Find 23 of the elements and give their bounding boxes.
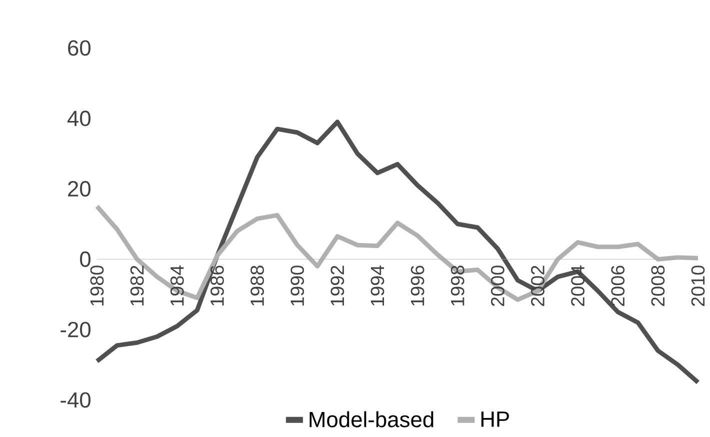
y-tick-label: 60 <box>68 40 90 56</box>
x-tick-label: 2006 <box>611 266 625 306</box>
legend-label: Model-based <box>310 411 434 428</box>
x-tick-label: 1988 <box>250 266 264 306</box>
legend-label: HP <box>481 412 509 427</box>
x-tick-label: 1986 <box>210 266 224 306</box>
y-tick-label: -40 <box>60 392 90 408</box>
x-tick-label: 1982 <box>130 266 144 306</box>
y-tick-label: 0 <box>80 251 90 267</box>
x-tick-label: 2002 <box>531 266 544 306</box>
y-tick-label: 40 <box>67 110 90 126</box>
x-tick-label: 1992 <box>330 266 344 306</box>
x-tick-label: 1984 <box>170 265 184 306</box>
x-tick-label: 1990 <box>290 266 304 306</box>
x-tick-label: 1996 <box>410 266 424 306</box>
x-tick-label: 2000 <box>490 266 504 306</box>
x-tick-label: 2008 <box>651 266 665 306</box>
x-tick-label: 1998 <box>450 266 464 306</box>
x-tick-label: 2010 <box>691 266 705 306</box>
x-tick-label: 1994 <box>370 265 384 306</box>
y-tick-label: -20 <box>60 322 90 338</box>
y-tick-label: 20 <box>68 181 90 197</box>
x-tick-label: 1980 <box>90 266 104 306</box>
